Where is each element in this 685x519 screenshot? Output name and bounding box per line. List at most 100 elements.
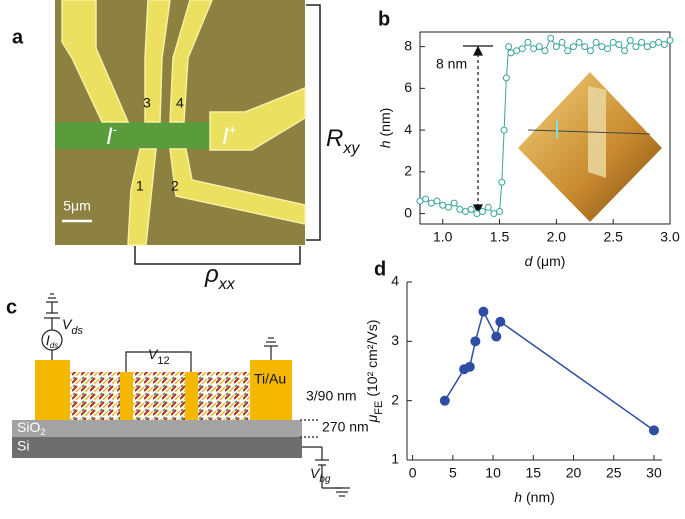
axis-label: d (μm) [525, 253, 566, 269]
data-point [422, 195, 430, 203]
x-tick-label: 25 [606, 465, 622, 481]
y-tick-label: 3 [391, 332, 399, 348]
x-tick-label: 10 [485, 465, 501, 481]
data-point [558, 38, 566, 46]
data-point [478, 306, 489, 317]
bracket [306, 4, 321, 241]
data-point [439, 201, 447, 209]
data-point [507, 49, 515, 57]
data-point [609, 38, 617, 46]
x-tick-label: 3.0 [660, 229, 680, 245]
x-tick-label: 20 [566, 465, 582, 481]
x-tick-label: 15 [526, 465, 542, 481]
contact-label: 2 [171, 178, 179, 194]
data-point [615, 41, 623, 49]
y-tick-label: 4 [404, 121, 412, 137]
data-point [433, 197, 441, 205]
x-tick-label: 5 [449, 465, 457, 481]
data-point [604, 45, 611, 53]
panel-label: c [6, 296, 17, 318]
axis-label: h(nm) [514, 489, 555, 505]
data-point [547, 34, 555, 42]
y-tick-label: 4 [391, 273, 399, 289]
data-point [491, 331, 502, 342]
panel-label: a [12, 26, 24, 48]
data-point [479, 207, 486, 215]
data-point [500, 126, 508, 134]
data-point [648, 425, 659, 436]
y-tick-label: 2 [391, 391, 399, 407]
data-point [598, 43, 606, 51]
axis-label: h(nm) [377, 108, 393, 149]
data-point [467, 205, 475, 213]
data-point [592, 38, 600, 46]
data-point [530, 45, 538, 53]
data-point [569, 43, 577, 51]
y-tick-label: 0 [404, 204, 412, 220]
data-point [502, 74, 510, 82]
data-point [473, 210, 481, 218]
oxide-label: SiO2 [17, 419, 45, 438]
substrate-label: Si [17, 438, 29, 454]
data-point [461, 207, 469, 215]
oxide-thickness: 270 nm [322, 419, 369, 435]
contact-material: Ti/Au [254, 371, 286, 387]
rhoxx-label: ρxx [204, 261, 236, 292]
data-point [518, 45, 526, 53]
data-point [586, 47, 594, 55]
data-point [464, 361, 475, 372]
x-tick-label: 1.5 [490, 229, 510, 245]
y-tick-label: 6 [404, 79, 412, 95]
data-point [439, 395, 450, 406]
rxy-label: Rxy [326, 125, 360, 156]
data-point [490, 210, 498, 218]
axis-label: μFE(10² cm²/Vs) [364, 320, 385, 424]
panel-label: d [374, 258, 386, 280]
micrograph: 5μm I- I+ 1 2 3 4 [55, 0, 306, 246]
scale-bar-label: 5μm [63, 198, 91, 214]
data-line [444, 309, 655, 431]
data-point [655, 38, 663, 46]
annotation-arrow [463, 45, 493, 215]
data-point [575, 38, 583, 46]
data-point [541, 47, 549, 55]
data-point [638, 38, 646, 46]
data-point [535, 43, 543, 51]
data-point [621, 47, 629, 55]
y-tick-label: 8 [404, 37, 412, 53]
data-point [660, 41, 668, 49]
x-tick-label: 2.5 [603, 229, 623, 245]
data-point [626, 36, 634, 44]
current-label: I+ [222, 122, 236, 150]
data-point [456, 205, 464, 213]
contact-label: 4 [176, 95, 184, 111]
x-tick-label: 2.0 [547, 229, 567, 245]
data-point [564, 47, 572, 55]
data-point [513, 47, 521, 55]
data-point [496, 207, 504, 215]
data-point [495, 316, 506, 327]
data-point [427, 199, 435, 207]
y-tick-label: 2 [404, 163, 412, 179]
data-point [643, 43, 651, 51]
data-point [498, 178, 506, 186]
y-tick-label: 1 [391, 451, 399, 467]
v12-label: V12 [148, 346, 170, 367]
vds-label: Vds [62, 316, 83, 337]
current-label: I- [106, 122, 117, 150]
data-point [632, 43, 640, 51]
x-tick-label: 0 [409, 465, 417, 481]
x-tick-label: 30 [646, 465, 662, 481]
data-point [581, 43, 589, 51]
plot-frame [419, 31, 671, 225]
ids-label: Ids [46, 332, 58, 350]
data-point [444, 203, 452, 211]
data-point [416, 197, 424, 205]
data-point [470, 336, 481, 347]
data-point [524, 38, 532, 46]
data-point [505, 43, 513, 51]
x-tick-label: 1.0 [433, 229, 453, 245]
schematic [12, 293, 350, 497]
contact-label: 3 [143, 95, 151, 111]
